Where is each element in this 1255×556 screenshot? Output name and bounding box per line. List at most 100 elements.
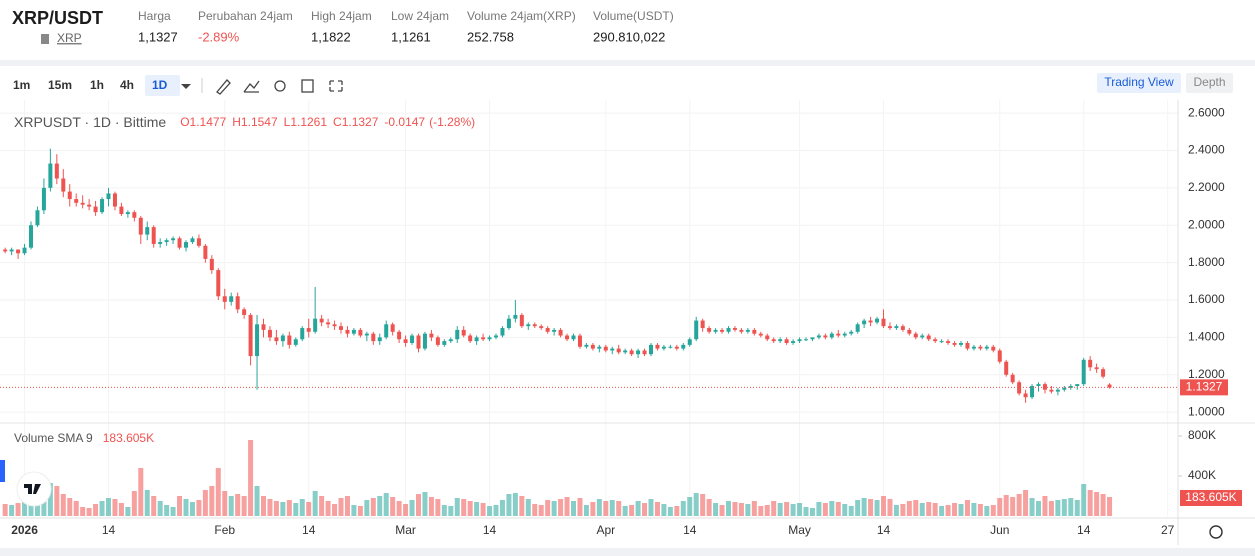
view-tab[interactable]: Trading View (1104, 75, 1174, 89)
indicator-icon[interactable] (243, 80, 260, 93)
candle-body (397, 331, 402, 340)
candle-body (1068, 385, 1073, 388)
interval-button[interactable]: 1m (13, 78, 30, 92)
volume-bar (732, 502, 738, 516)
volume-bar (280, 502, 286, 516)
candle-body (54, 163, 59, 179)
candle-body (1081, 359, 1086, 385)
candle-body (429, 333, 434, 338)
header-panel (0, 0, 1255, 60)
view-tab[interactable]: Depth (1193, 75, 1225, 89)
volume-bar (648, 499, 654, 516)
volume-bar (202, 490, 208, 516)
candle-body (313, 318, 318, 332)
volume-bar (577, 498, 583, 516)
candle-body (771, 339, 776, 342)
settings-icon[interactable] (274, 80, 286, 92)
interval-button[interactable]: 15m (48, 78, 72, 92)
volume-bar (667, 507, 673, 516)
volume-bar (545, 500, 551, 516)
volume-bar (1081, 484, 1087, 516)
volume-bar (1074, 500, 1080, 516)
interval-button[interactable]: 4h (120, 78, 134, 92)
candle-body (125, 212, 130, 215)
candle-body (926, 335, 931, 340)
candle-body (875, 318, 880, 323)
volume-bar (312, 491, 318, 516)
candle-body (1075, 384, 1080, 386)
candle-body (816, 335, 821, 338)
candle-body (35, 210, 40, 226)
volume-bar (855, 500, 861, 516)
volume-bar (273, 501, 279, 516)
candle-body (991, 346, 996, 351)
candle-body (823, 335, 828, 338)
volume-bar (428, 497, 434, 516)
candle-body (112, 193, 117, 207)
volume-sma-label: Volume SMA 9 (14, 431, 93, 445)
volume-bar (848, 506, 854, 516)
stat-value: 290.810,022 (593, 29, 665, 44)
candle-body (487, 337, 492, 340)
candle-body (3, 249, 8, 252)
stat-label: Volume 24jam(XRP) (467, 9, 576, 23)
volume-bar (738, 503, 744, 516)
candle-body (74, 199, 79, 203)
time-zone-button[interactable] (1209, 525, 1223, 539)
candle-body (894, 326, 899, 329)
candle-body (326, 322, 331, 325)
asset-link[interactable]: XRP (57, 31, 82, 45)
legend: XRPUSDT · 1D · Bittime O1.1477 H1.1547 L1.1… (14, 114, 475, 130)
candle-body (1107, 384, 1112, 388)
candle-body (732, 328, 737, 330)
interval-dropdown[interactable] (181, 84, 191, 89)
candle-body (364, 333, 369, 336)
candle-body (61, 178, 66, 192)
volume-bar (480, 503, 486, 516)
candle-body (248, 314, 253, 357)
candle-body (255, 324, 260, 357)
candle-body (1088, 359, 1093, 368)
candle-body (209, 258, 214, 271)
stat-label: Harga (138, 9, 171, 23)
candle-body (332, 324, 337, 327)
volume-bar (958, 504, 964, 516)
plot: 1.0000 1.2000 1.4000 1.6000 1.8000 2.0000 2.20… (0, 100, 1242, 537)
volume-bar (164, 505, 170, 516)
volume-bar (990, 505, 996, 516)
candle-body (1094, 367, 1099, 370)
stats: Harga 1,1327 Perubahan 24jam -2.89% High 24j… (138, 9, 674, 44)
volume-bar (416, 494, 421, 516)
candle-body (804, 339, 808, 341)
volume-bar (370, 498, 376, 516)
volume-bar (997, 498, 1003, 516)
candle-body (390, 324, 395, 332)
candle-body (939, 341, 944, 343)
fullscreen-icon[interactable] (329, 80, 343, 92)
volume-bar (306, 502, 312, 516)
volume-bar (726, 501, 731, 516)
draw-icon[interactable] (216, 79, 231, 95)
candle-body (242, 309, 247, 315)
side-tab[interactable] (0, 460, 5, 482)
volume-bar (945, 505, 951, 516)
volume-bar (261, 496, 266, 516)
x-tick-label: 14 (483, 523, 497, 537)
candle-body (119, 206, 124, 215)
interval-button[interactable]: 1h (90, 78, 104, 92)
interval-button[interactable]: 1D (152, 78, 168, 92)
y-tick-label: 1.2000 (1188, 367, 1225, 381)
volume-bar (622, 506, 628, 516)
candle-body (1036, 384, 1041, 386)
volume-bar (745, 504, 751, 516)
candle-body (668, 346, 673, 348)
candle-body (280, 335, 285, 342)
x-tick-label: May (788, 523, 811, 537)
volume-bar (357, 506, 363, 516)
volume-bar (189, 502, 195, 516)
volume-bar (939, 506, 945, 516)
candle-body (971, 346, 976, 349)
save-icon[interactable] (301, 79, 314, 93)
